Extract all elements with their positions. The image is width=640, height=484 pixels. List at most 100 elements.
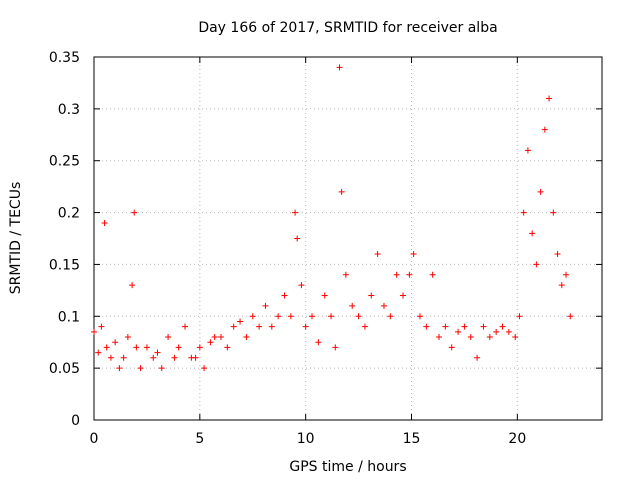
- data-point-0-91: [567, 313, 574, 320]
- points-layer: [91, 64, 574, 372]
- data-point-0-14: [143, 344, 150, 351]
- data-point-0-73: [480, 323, 487, 330]
- data-point-0-25: [201, 365, 208, 372]
- data-point-0-28: [218, 334, 224, 341]
- x-tick-label-0: 0: [90, 431, 99, 447]
- data-point-0-63: [416, 313, 423, 320]
- data-point-0-51: [342, 271, 349, 278]
- data-point-0-18: [165, 334, 172, 341]
- x-tick-label-2: 10: [297, 431, 315, 447]
- data-point-0-7: [116, 365, 123, 372]
- y-tick-label-3: 0.15: [49, 257, 80, 273]
- data-point-0-68: [448, 344, 455, 351]
- y-tick-label-4: 0.2: [58, 206, 80, 222]
- data-point-0-85: [541, 126, 548, 133]
- data-point-0-81: [524, 147, 531, 154]
- data-point-0-11: [131, 209, 138, 216]
- data-point-0-90: [563, 271, 570, 278]
- y-tick-label-1: 0.05: [49, 361, 80, 377]
- data-point-0-83: [533, 261, 540, 268]
- chart-title: Day 166 of 2017, SRMTID for receiver alb…: [198, 20, 497, 36]
- data-point-0-75: [493, 328, 500, 335]
- y-tick-label-6: 0.3: [58, 102, 80, 118]
- data-point-0-58: [387, 313, 394, 320]
- data-point-0-31: [237, 318, 244, 325]
- data-point-0-34: [256, 323, 263, 330]
- x-tick-label-3: 15: [403, 431, 421, 447]
- data-point-0-32: [243, 334, 250, 341]
- data-point-0-88: [554, 251, 561, 258]
- data-point-0-57: [380, 302, 387, 309]
- data-point-0-46: [321, 292, 328, 299]
- data-point-0-53: [355, 313, 362, 320]
- data-point-0-79: [516, 313, 523, 320]
- data-point-0-40: [292, 209, 299, 216]
- data-point-0-12: [133, 344, 140, 351]
- data-point-0-13: [137, 365, 144, 372]
- data-point-0-74: [486, 334, 493, 341]
- data-point-0-70: [461, 323, 468, 330]
- data-point-0-33: [249, 313, 256, 320]
- data-point-0-4: [103, 344, 110, 351]
- data-point-0-15: [150, 354, 157, 361]
- data-point-0-82: [529, 230, 536, 237]
- plot-frame: [93, 56, 603, 421]
- y-tick-label-2: 0.1: [58, 309, 80, 325]
- y-tick-label-0: 0: [71, 413, 80, 429]
- data-point-0-87: [550, 209, 557, 216]
- data-point-0-39: [287, 313, 294, 320]
- data-point-0-44: [309, 313, 316, 320]
- data-point-0-61: [406, 271, 413, 278]
- data-point-0-0: [91, 328, 97, 335]
- ticks-layer: 0 5 10 15 20 0 0.05 0.1 0.15 0.2 0.25 0.3 0.35: [49, 50, 602, 447]
- data-point-0-19: [171, 354, 178, 361]
- data-point-0-3: [101, 219, 108, 226]
- data-point-0-60: [400, 292, 407, 299]
- data-point-0-55: [368, 292, 375, 299]
- data-point-0-36: [268, 323, 275, 330]
- data-point-0-48: [332, 344, 339, 351]
- x-tick-label-4: 20: [508, 431, 526, 447]
- grid-layer: [94, 57, 602, 420]
- data-point-0-38: [281, 292, 288, 299]
- data-point-0-43: [302, 323, 309, 330]
- data-point-0-10: [129, 282, 136, 289]
- data-point-0-20: [175, 344, 182, 351]
- data-point-0-62: [410, 251, 417, 258]
- data-point-0-64: [423, 323, 430, 330]
- y-axis-label: SRMTID / TECUs: [8, 182, 24, 295]
- data-point-0-49: [336, 64, 343, 71]
- data-point-0-69: [455, 328, 462, 335]
- data-point-0-17: [158, 365, 165, 372]
- data-point-0-76: [499, 323, 506, 330]
- x-axis-label: GPS time / hours: [289, 459, 406, 475]
- data-point-0-50: [338, 188, 345, 195]
- data-point-0-8: [120, 354, 127, 361]
- data-point-0-54: [361, 323, 368, 330]
- data-point-0-6: [112, 339, 119, 346]
- axes-layer: [93, 56, 603, 421]
- data-point-0-65: [429, 271, 436, 278]
- data-point-0-24: [196, 344, 203, 351]
- x-tick-label-1: 5: [195, 431, 204, 447]
- data-point-0-67: [442, 323, 449, 330]
- data-point-0-23: [192, 354, 199, 361]
- data-point-0-86: [546, 95, 553, 102]
- data-point-0-71: [467, 334, 474, 341]
- data-point-0-78: [512, 334, 519, 341]
- data-point-0-66: [436, 334, 443, 341]
- data-point-0-52: [349, 302, 356, 309]
- data-point-0-9: [124, 334, 131, 341]
- data-point-0-2: [98, 323, 105, 330]
- data-point-0-56: [374, 251, 381, 258]
- y-tick-label-7: 0.35: [49, 50, 80, 66]
- data-point-0-77: [505, 328, 512, 335]
- data-point-0-59: [393, 271, 400, 278]
- data-point-0-1: [95, 349, 102, 356]
- data-point-0-29: [224, 344, 231, 351]
- data-point-0-5: [107, 354, 114, 361]
- data-point-0-37: [275, 313, 282, 320]
- data-point-0-26: [207, 339, 214, 346]
